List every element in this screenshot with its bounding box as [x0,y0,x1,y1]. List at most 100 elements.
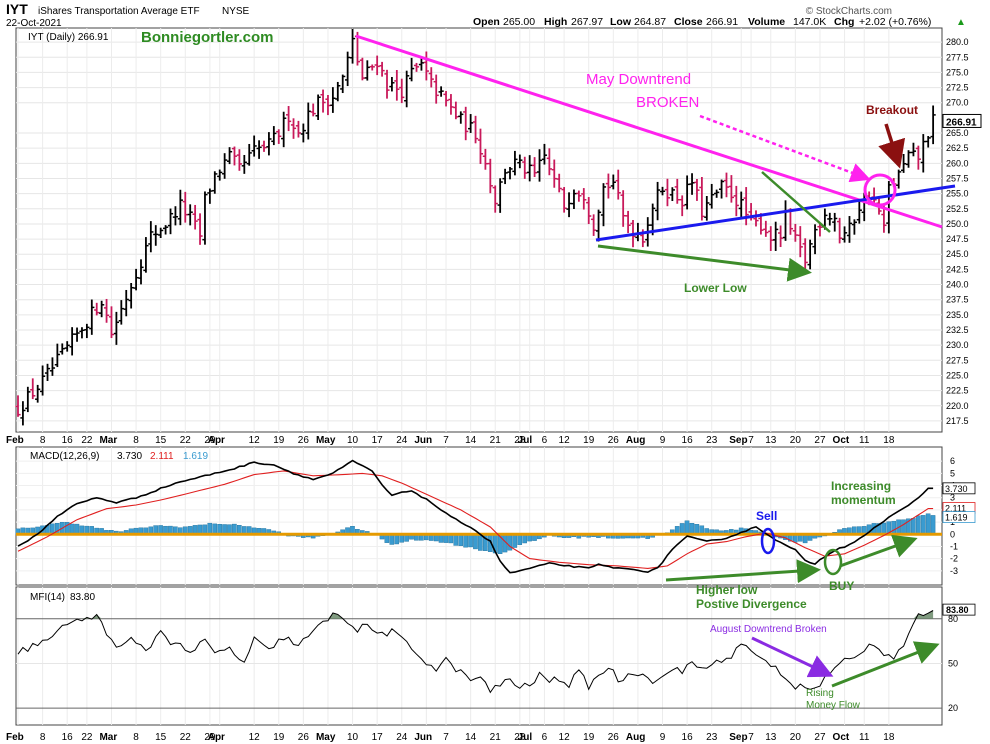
macd-tick-label: -1 [950,541,958,551]
ohlc-bar [217,169,223,181]
ohlc-bar [507,166,513,180]
ohlc-bar [778,225,784,248]
price-tick-label: 275.0 [946,67,969,77]
close-value: 266.91 [706,16,738,28]
ohlc-bar [832,212,838,232]
ohlc-bar [571,189,577,209]
ohlc-bar [753,210,759,227]
last-price-box [942,113,982,128]
x-tick-label: 18 [883,435,895,446]
ohlc-bar [768,226,774,251]
ohlc-bar [271,126,277,146]
ohlc-bar [103,298,110,323]
ohlc-bar [290,118,297,139]
ohlc-bar [310,103,316,117]
mfi-last-box [942,603,976,616]
ohlc-bar [394,70,400,101]
macd-histogram-bar [901,519,906,535]
macd-last-label: 3.730 [945,484,968,494]
mfi-legend-label: MFI(14) [30,592,65,603]
price-tick-label: 222.5 [946,386,969,396]
annotation-may-downtrend: May Downtrend [586,71,691,88]
x-tick-label: Jul [518,435,533,446]
ohlc-bar [610,174,616,190]
x-tick-label-bottom: Sep [729,732,747,743]
ohlc-bar [384,69,390,99]
x-tick-label: 29 [204,435,216,446]
x-tick-label-bottom: 8 [40,732,46,743]
x-tick-label-bottom: 13 [765,732,777,743]
ohlc-bar [758,213,764,235]
macd-histogram-bar [453,534,459,546]
x-tick-label: 27 [814,435,826,446]
price-tick-label: 237.5 [946,295,969,305]
open-value: 265.00 [503,16,535,28]
price-tick-label: 245.0 [946,249,969,259]
ohlc-bar [266,132,272,156]
macd-histogram-bar [463,534,468,548]
x-tick-label-bottom: 26 [608,732,620,743]
x-tick-label: 13 [765,435,777,446]
macd-histogram-bar [911,518,916,535]
high-label: High [544,16,567,28]
ohlc-bar [428,67,434,88]
annotation-money-flow: Money Flow [806,700,861,711]
ohlc-bar [59,343,65,355]
ohlc-bar [30,378,36,400]
ohlc-bar [910,142,917,157]
ohlc-bar [202,191,208,245]
watermark: © StockCharts.com [806,6,892,17]
low-label: Low [610,16,632,28]
ohlc-bar [325,94,331,116]
ohlc-bar [773,221,779,251]
macd-last-box [942,511,976,523]
ohlc-bar [295,120,302,138]
ohlc-bar [664,178,671,207]
ohlc-bar [482,148,488,170]
ohlc-bar [527,155,533,182]
ohlc-bar [108,306,115,339]
ohlc-bar [812,224,818,255]
ohlc-bar [546,148,552,176]
ohlc-bar [54,343,60,368]
price-tick-label: 225.0 [946,370,969,380]
ohlc-bar [522,156,528,179]
ohlc-bar [49,357,56,376]
macd-histogram-bar [389,534,395,545]
ohlc-bar [684,175,690,210]
hist-legend-value: 1.619 [183,451,208,462]
x-tick-label-bottom: 10 [347,732,359,743]
ohlc-bar [679,195,685,217]
exchange: NYSE [222,6,250,17]
macd-histogram-bar [915,515,921,535]
macd-histogram-bar [54,523,60,535]
x-tick-label: 22 [180,435,192,446]
x-tick-label-bottom: Mar [99,732,117,743]
annotation-sell: Sell [756,509,777,523]
ohlc-bar [448,94,454,115]
x-tick-label: May [316,435,336,446]
ohlc-bar [517,154,523,169]
x-tick-label: 23 [706,435,718,446]
ohlc-bar [187,204,193,226]
ohlc-bar [797,226,803,258]
ohlc-bar [733,185,739,217]
ohlc-bar [600,183,607,227]
ohlc-bar [591,214,597,236]
x-tick-label: Mar [99,435,117,446]
ohlc-bar [379,61,385,77]
ohlc-bar [261,140,267,152]
x-tick-label-bottom: May [316,732,336,743]
ohlc-bar [699,177,705,221]
sell-ellipse [760,527,776,555]
ohlc-bar [40,365,46,396]
macd-histogram-bar [920,515,926,535]
macd-tick-label: -2 [950,554,958,564]
ohlc-bar [241,154,247,174]
ohlc-bar [15,395,21,417]
macd-histogram-bar [458,534,464,546]
ohlc-bar [163,225,169,235]
ohlc-bar [551,159,557,188]
ohlc-bar [330,87,336,113]
